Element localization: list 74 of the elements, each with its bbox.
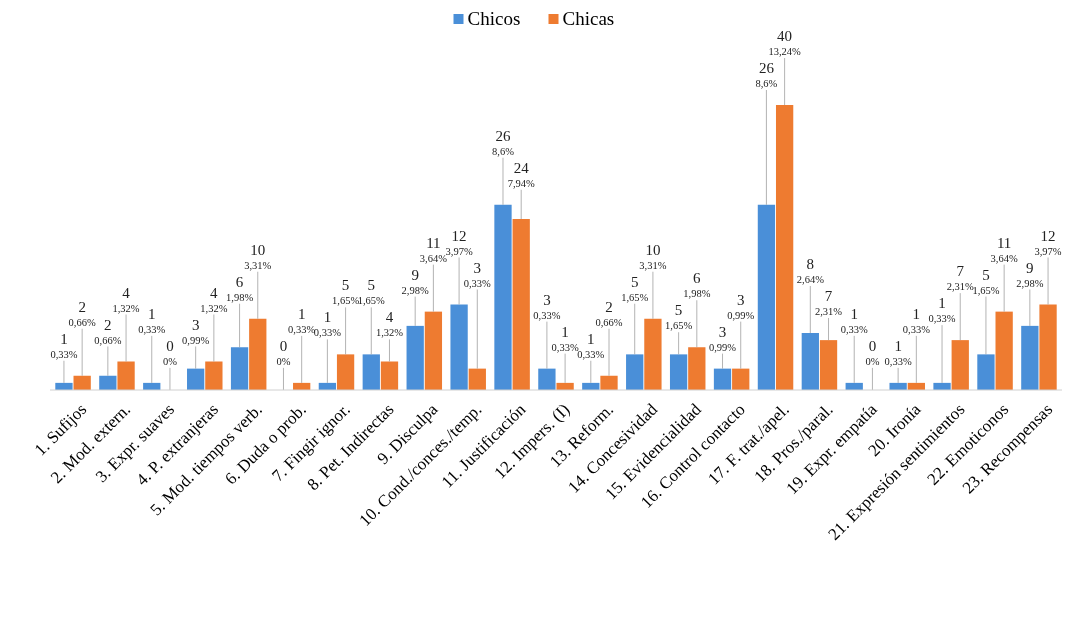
bar <box>713 368 732 390</box>
bar <box>187 368 205 390</box>
bar <box>73 375 91 390</box>
data-label: 3 0,33% <box>463 259 492 289</box>
bar <box>205 361 223 390</box>
data-label: 0 0% <box>162 337 178 367</box>
bar <box>995 311 1013 390</box>
bar <box>117 361 135 390</box>
data-label: 7 2,31% <box>946 263 975 293</box>
data-label: 3 0,99% <box>727 291 755 321</box>
data-label: 4 1,32% <box>375 309 404 339</box>
bar <box>600 375 618 390</box>
data-label: 4 1,32% <box>200 284 228 314</box>
bar <box>99 375 117 390</box>
data-label: 1 0,33% <box>313 309 342 339</box>
data-label: 3 0,33% <box>533 291 561 321</box>
data-label: 24 7,94% <box>507 159 536 189</box>
data-label: 9 2,98% <box>401 266 429 296</box>
bar <box>644 318 662 390</box>
data-label: 1 0,33% <box>551 323 579 353</box>
data-label: 10 3,31% <box>244 241 272 271</box>
bar <box>669 354 688 390</box>
data-label: 2 0,66% <box>595 298 623 328</box>
data-label: 1 0,33% <box>138 305 166 335</box>
bar <box>801 333 819 390</box>
bar <box>1021 325 1039 390</box>
data-label: 0 0% <box>276 337 291 367</box>
data-label: 3 0,99% <box>182 316 210 346</box>
data-label: 8 2,64% <box>796 256 825 285</box>
legend-label: Chicas <box>562 8 615 29</box>
data-label: 5 1,65% <box>332 277 360 307</box>
bar <box>819 340 838 390</box>
data-label: 0 0% <box>865 337 880 367</box>
bar <box>380 361 399 390</box>
data-label: 5 1,65% <box>972 266 1000 296</box>
bar <box>230 347 249 390</box>
bar <box>450 304 468 390</box>
legend-label: Chicos <box>467 8 521 29</box>
data-label: 26 8,6% <box>492 127 515 157</box>
bar <box>424 311 443 390</box>
data-label: 1 0,33% <box>884 337 912 367</box>
bar <box>406 325 424 390</box>
data-label: 5 1,65% <box>665 302 693 332</box>
data-label: 1 0,33% <box>50 330 78 360</box>
data-label: 4 1,32% <box>112 284 140 314</box>
bar <box>775 105 794 390</box>
data-label: 10 3,31% <box>639 241 667 271</box>
bar <box>512 219 530 390</box>
bar <box>951 340 969 390</box>
data-label: 7 2,31% <box>814 288 843 317</box>
bar <box>732 368 750 390</box>
data-label: 26 8,6% <box>755 60 778 89</box>
data-label: 3 0,99% <box>708 323 737 353</box>
bar <box>336 354 355 390</box>
data-label: 2 0,66% <box>68 298 96 328</box>
bar <box>468 368 486 390</box>
bar <box>494 204 512 390</box>
bar <box>977 354 995 390</box>
data-label: 6 1,98% <box>226 273 254 303</box>
data-label: 12 3,97% <box>1034 227 1062 257</box>
bar <box>626 354 644 390</box>
data-label: 5 1,65% <box>621 273 649 303</box>
data-label: 6 1,98% <box>683 270 711 300</box>
bar <box>688 347 706 390</box>
bar <box>538 368 556 390</box>
data-label: 1 0,33% <box>288 305 316 335</box>
bar <box>1039 304 1057 390</box>
data-label: 1 0,33% <box>928 295 956 325</box>
bar <box>362 354 380 390</box>
bar <box>757 204 776 390</box>
data-label: 12 3,97% <box>445 227 473 257</box>
data-label: 11 3,64% <box>990 234 1018 264</box>
bar <box>249 318 267 390</box>
data-label: 40 13,24% <box>768 28 802 57</box>
